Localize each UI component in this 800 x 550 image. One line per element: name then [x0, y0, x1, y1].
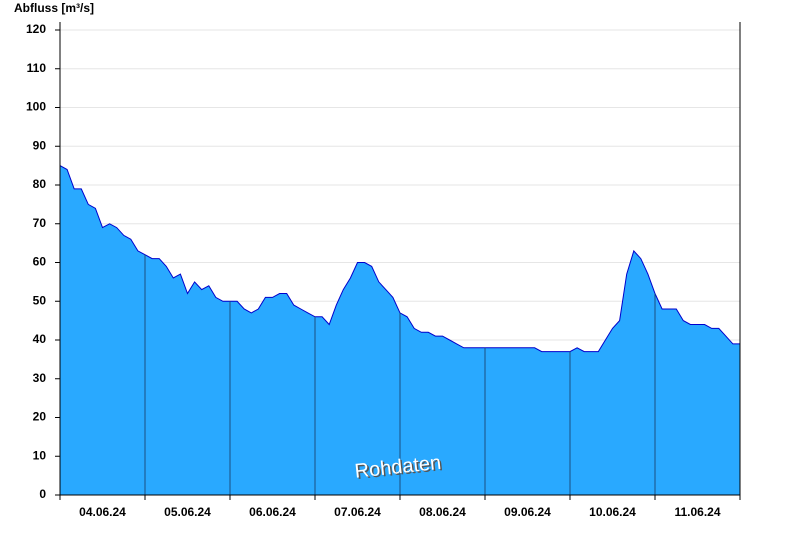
y-tick-label: 20	[33, 410, 47, 424]
y-tick-label: 10	[33, 448, 47, 462]
y-tick-label: 60	[33, 255, 47, 269]
x-tick-label: 09.06.24	[504, 505, 551, 519]
y-tick-label: 110	[27, 61, 47, 75]
x-tick-label: 05.06.24	[164, 505, 211, 519]
y-tick-label: 50	[33, 293, 47, 307]
y-tick-label: 30	[33, 371, 47, 385]
x-tick-label: 08.06.24	[419, 505, 466, 519]
y-tick-label: 40	[33, 332, 47, 346]
y-tick-label: 80	[33, 177, 47, 191]
y-tick-label: 70	[33, 216, 47, 230]
x-tick-label: 07.06.24	[334, 505, 381, 519]
y-tick-label: 0	[39, 487, 46, 501]
x-tick-label: 10.06.24	[589, 505, 636, 519]
x-tick-label: 06.06.24	[249, 505, 296, 519]
x-tick-label: 04.06.24	[79, 505, 126, 519]
y-axis-label: Abfluss [m³/s]	[14, 1, 94, 15]
y-tick-label: 90	[33, 138, 47, 152]
y-tick-label: 100	[26, 100, 46, 114]
y-tick-label: 120	[26, 22, 46, 36]
x-tick-label: 11.06.24	[674, 505, 720, 519]
